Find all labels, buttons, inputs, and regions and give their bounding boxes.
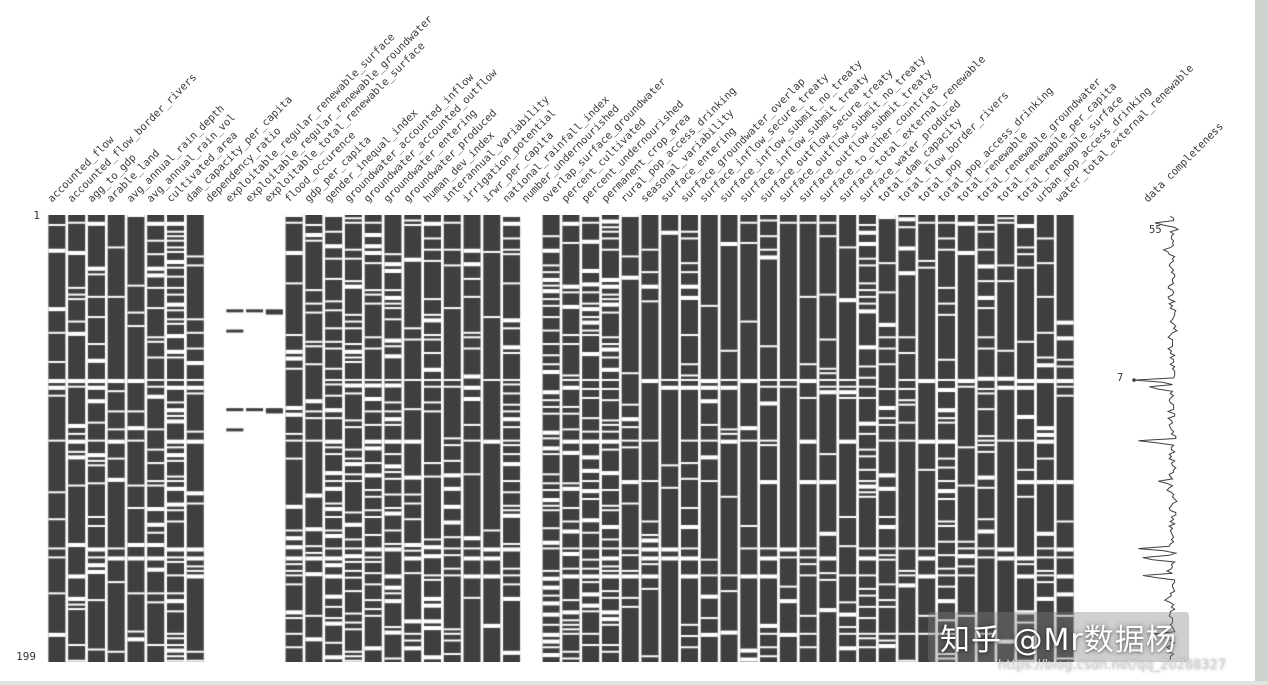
completeness-sparkline [1132, 215, 1180, 661]
right-edge-strip [1255, 0, 1268, 685]
watermark-text: 知乎 @Mr数据杨 [928, 612, 1189, 662]
sparkline-min-label: 7 [1117, 371, 1124, 384]
row-label-bottom: 199 [16, 650, 36, 663]
missingness-matrix [47, 215, 1075, 662]
column-label: water_total_external_renewable [1053, 62, 1197, 205]
row-label-top: 1 [33, 209, 40, 222]
bottom-edge-strip [0, 681, 1268, 685]
watermark-url: https://blog.csdn.net/qq_20288327 [998, 658, 1227, 673]
data-completeness-label: data completeness [1141, 120, 1226, 205]
sparkline-max-label: 55 [1149, 224, 1162, 237]
